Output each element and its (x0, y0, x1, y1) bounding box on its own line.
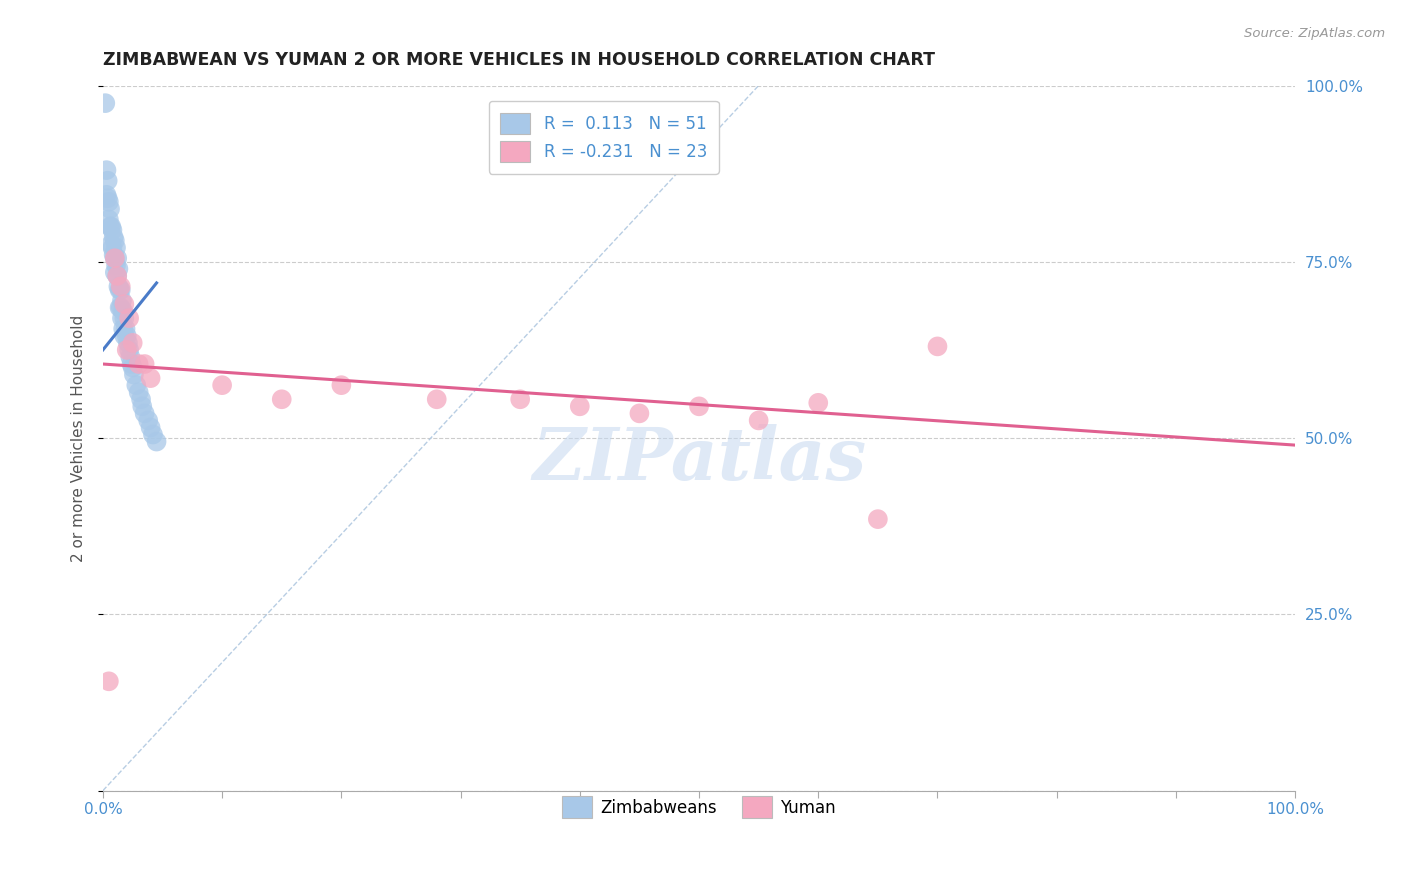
Point (104, 234, 127, 248)
Point (104, 265, 127, 279)
Point (110, 283, 132, 297)
Point (139, 371, 162, 385)
Point (112, 311, 135, 326)
Point (927, 339, 949, 353)
Point (98, 202, 121, 216)
Point (115, 328, 138, 343)
Point (128, 385, 150, 400)
Point (100, 219, 122, 234)
Point (117, 335, 139, 350)
Legend: Zimbabweans, Yuman: Zimbabweans, Yuman (555, 789, 842, 824)
Point (101, 223, 124, 237)
Point (97, 194, 120, 209)
Point (115, 343, 138, 357)
Point (114, 322, 136, 336)
Point (131, 400, 153, 414)
Point (105, 241, 128, 255)
Point (330, 378, 353, 392)
Point (96, 187, 118, 202)
Text: Source: ZipAtlas.com: Source: ZipAtlas.com (1244, 27, 1385, 40)
Point (112, 297, 135, 311)
Point (97, 212, 120, 227)
Point (111, 311, 134, 326)
Point (134, 406, 156, 420)
Point (121, 360, 143, 375)
Point (748, 413, 770, 427)
Point (136, 413, 159, 427)
Point (105, 268, 128, 283)
Point (107, 279, 129, 293)
Point (101, 241, 124, 255)
Point (104, 252, 127, 266)
Point (98, 219, 121, 234)
Point (111, 293, 134, 308)
Point (628, 406, 651, 420)
Point (94, 96, 117, 111)
Point (108, 283, 131, 297)
Point (104, 252, 127, 266)
Point (426, 392, 449, 407)
Point (139, 420, 162, 434)
Point (112, 304, 135, 318)
Y-axis label: 2 or more Vehicles in Household: 2 or more Vehicles in Household (72, 315, 86, 562)
Point (134, 357, 156, 371)
Text: ZIMBABWEAN VS YUMAN 2 OR MORE VEHICLES IN HOUSEHOLD CORRELATION CHART: ZIMBABWEAN VS YUMAN 2 OR MORE VEHICLES I… (103, 51, 935, 69)
Point (568, 400, 591, 414)
Point (100, 237, 122, 252)
Point (125, 378, 148, 392)
Point (129, 392, 152, 407)
Point (97, 174, 120, 188)
Point (96, 163, 118, 178)
Point (128, 357, 150, 371)
Point (107, 261, 129, 276)
Point (110, 279, 132, 293)
Point (97, 191, 120, 205)
Point (118, 343, 141, 357)
Point (121, 335, 143, 350)
Point (270, 392, 292, 407)
Point (105, 252, 128, 266)
Point (866, 512, 889, 526)
Point (112, 322, 135, 336)
Point (105, 268, 128, 283)
Point (211, 378, 233, 392)
Point (105, 258, 128, 272)
Point (118, 311, 141, 326)
Point (97, 674, 120, 689)
Point (807, 396, 830, 410)
Point (509, 392, 531, 407)
Text: ZIPatlas: ZIPatlas (531, 424, 866, 495)
Point (142, 427, 165, 442)
Point (112, 328, 135, 343)
Point (108, 301, 131, 315)
Point (122, 368, 145, 382)
Point (120, 350, 142, 364)
Point (121, 357, 143, 371)
Point (103, 248, 125, 262)
Point (145, 434, 167, 449)
Point (688, 400, 710, 414)
Point (110, 301, 132, 315)
Point (103, 230, 125, 244)
